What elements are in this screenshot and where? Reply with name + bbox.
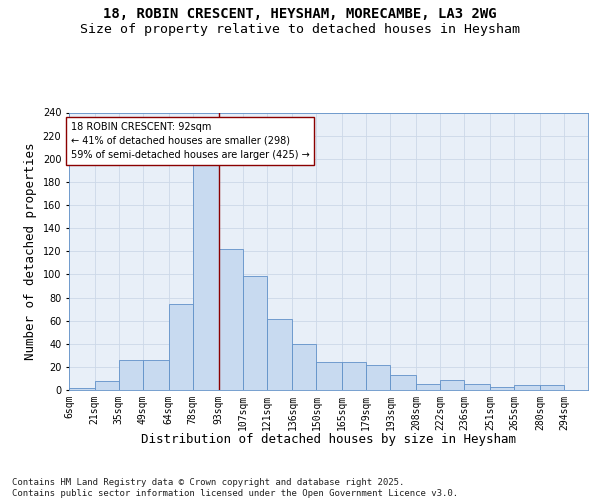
Bar — [193, 162, 218, 390]
Bar — [218, 249, 242, 390]
Bar — [69, 388, 95, 390]
Bar — [514, 386, 540, 390]
Bar — [391, 375, 416, 390]
X-axis label: Distribution of detached houses by size in Heysham: Distribution of detached houses by size … — [141, 433, 516, 446]
Bar — [416, 384, 440, 390]
Bar — [95, 381, 119, 390]
Bar — [367, 364, 391, 390]
Text: Size of property relative to detached houses in Heysham: Size of property relative to detached ho… — [80, 22, 520, 36]
Bar — [540, 386, 564, 390]
Bar — [440, 380, 464, 390]
Text: 18 ROBIN CRESCENT: 92sqm
← 41% of detached houses are smaller (298)
59% of semi-: 18 ROBIN CRESCENT: 92sqm ← 41% of detach… — [71, 122, 310, 160]
Y-axis label: Number of detached properties: Number of detached properties — [24, 142, 37, 360]
Bar — [169, 304, 193, 390]
Text: 18, ROBIN CRESCENT, HEYSHAM, MORECAMBE, LA3 2WG: 18, ROBIN CRESCENT, HEYSHAM, MORECAMBE, … — [103, 8, 497, 22]
Bar — [143, 360, 169, 390]
Bar — [119, 360, 143, 390]
Bar — [242, 276, 266, 390]
Bar — [342, 362, 367, 390]
Bar — [266, 320, 292, 390]
Bar — [292, 344, 316, 390]
Bar — [316, 362, 342, 390]
Text: Contains HM Land Registry data © Crown copyright and database right 2025.
Contai: Contains HM Land Registry data © Crown c… — [12, 478, 458, 498]
Bar — [490, 386, 514, 390]
Bar — [464, 384, 490, 390]
